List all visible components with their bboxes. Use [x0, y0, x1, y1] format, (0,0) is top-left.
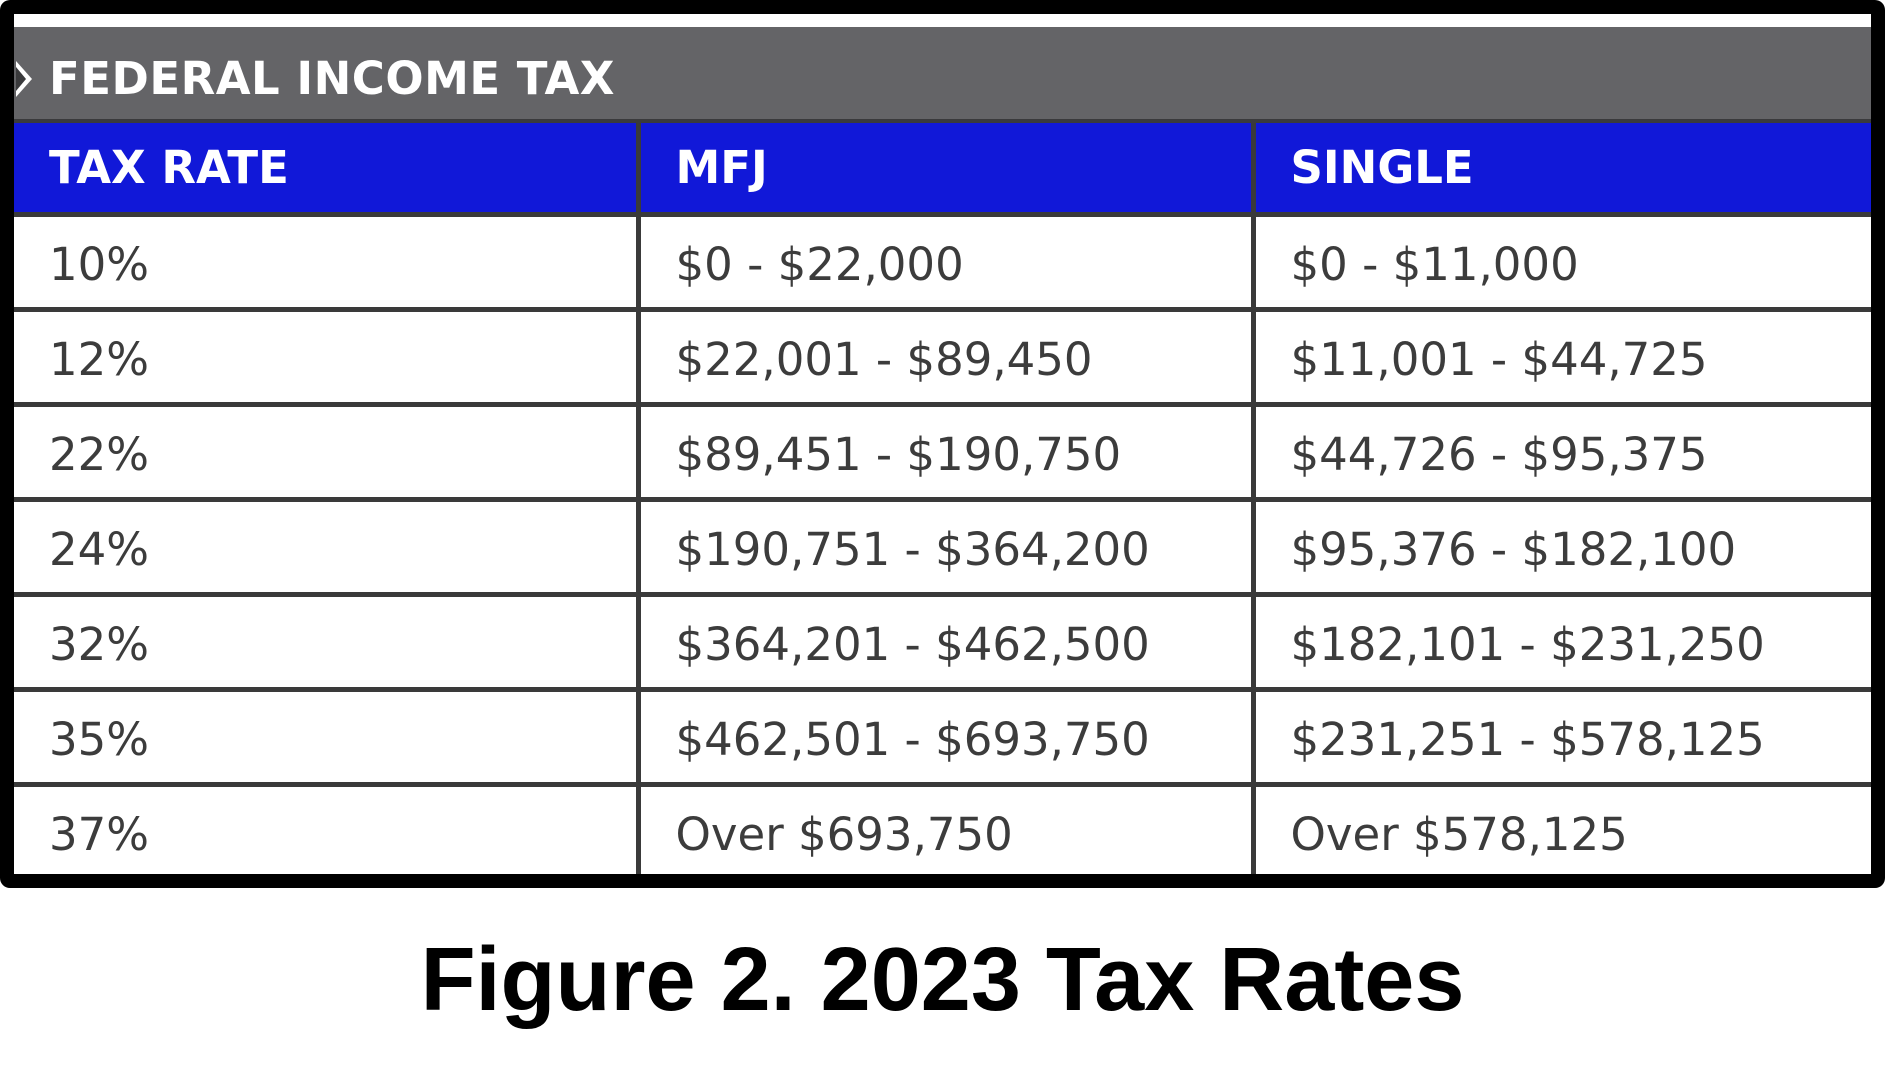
mfj-cell: $364,201 - $462,500 — [635, 591, 1256, 692]
table-row: 32% $364,201 - $462,500 $182,101 - $231,… — [14, 591, 1871, 692]
section-header[interactable]: FEDERAL INCOME TAX — [14, 27, 1871, 123]
mfj-cell: $22,001 - $89,450 — [635, 306, 1256, 407]
single-cell: $0 - $11,000 — [1250, 211, 1871, 312]
mfj-cell: Over $693,750 — [635, 781, 1256, 874]
mfj-cell: $462,501 - $693,750 — [635, 686, 1256, 787]
mfj-cell: $0 - $22,000 — [635, 211, 1256, 312]
rate-cell: 37% — [14, 781, 641, 874]
table-row: 24% $190,751 - $364,200 $95,376 - $182,1… — [14, 496, 1871, 597]
tax-table-frame: FEDERAL INCOME TAX TAX RATE MFJ SINGLE 1… — [0, 0, 1885, 888]
table-row: 12% $22,001 - $89,450 $11,001 - $44,725 — [14, 306, 1871, 407]
rate-cell: 12% — [14, 306, 641, 407]
top-strip — [14, 14, 1871, 27]
header-mfj: MFJ — [635, 123, 1256, 217]
table-row: 10% $0 - $22,000 $0 - $11,000 — [14, 211, 1871, 312]
table-header-row: TAX RATE MFJ SINGLE — [14, 123, 1871, 217]
header-single: SINGLE — [1250, 123, 1871, 217]
single-cell: Over $578,125 — [1250, 781, 1871, 874]
table-row: 22% $89,451 - $190,750 $44,726 - $95,375 — [14, 401, 1871, 502]
single-cell: $11,001 - $44,725 — [1250, 306, 1871, 407]
rate-cell: 10% — [14, 211, 641, 312]
tax-rate-table: TAX RATE MFJ SINGLE 10% $0 - $22,000 $0 … — [14, 123, 1871, 874]
single-cell: $231,251 - $578,125 — [1250, 686, 1871, 787]
rate-cell: 24% — [14, 496, 641, 597]
figure-caption: Figure 2. 2023 Tax Rates — [420, 930, 1465, 1030]
single-cell: $95,376 - $182,100 — [1250, 496, 1871, 597]
single-cell: $44,726 - $95,375 — [1250, 401, 1871, 502]
mfj-cell: $89,451 - $190,750 — [635, 401, 1256, 502]
rate-cell: 22% — [14, 401, 641, 502]
table-row: 37% Over $693,750 Over $578,125 — [14, 781, 1871, 874]
mfj-cell: $190,751 - $364,200 — [635, 496, 1256, 597]
header-tax-rate: TAX RATE — [14, 123, 641, 217]
section-title: FEDERAL INCOME TAX — [49, 52, 615, 105]
caret-right-icon-inner — [16, 67, 26, 91]
rate-cell: 35% — [14, 686, 641, 787]
single-cell: $182,101 - $231,250 — [1250, 591, 1871, 692]
table-row: 35% $462,501 - $693,750 $231,251 - $578,… — [14, 686, 1871, 787]
rate-cell: 32% — [14, 591, 641, 692]
